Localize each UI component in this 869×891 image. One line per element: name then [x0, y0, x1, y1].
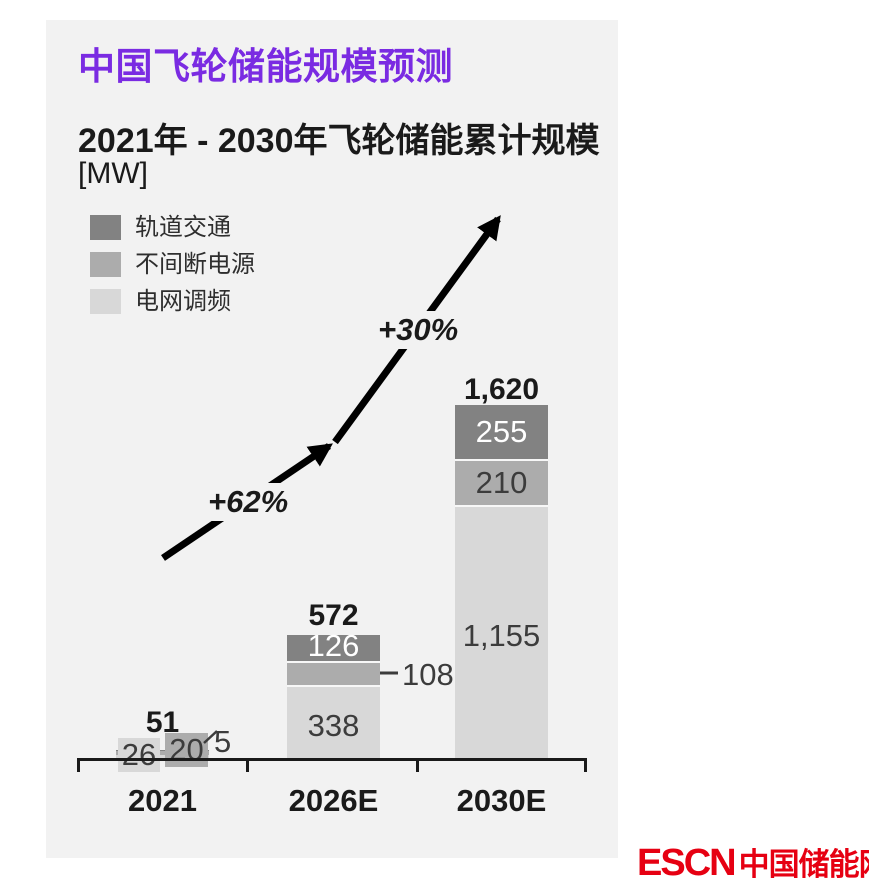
value-2030-ups: 210 — [475, 465, 528, 500]
total-2026: 572 — [308, 599, 359, 632]
bar-2026 — [287, 635, 380, 761]
segment-2030-grid — [455, 507, 548, 761]
axis-label-2030: 2030E — [456, 783, 547, 818]
value-2026-ups: 108 — [402, 657, 454, 692]
legend-swatch-rail — [90, 215, 121, 240]
escn-logo-en: ESCN — [637, 842, 737, 884]
escn-logo: ESCN 中国储能网 — [637, 839, 869, 885]
value-2026-rail: 126 — [307, 628, 360, 663]
segment-gap — [287, 661, 380, 663]
x-axis-tick — [416, 758, 419, 772]
growth-label-2021-2026: +62% — [201, 483, 296, 521]
legend-label-ups: 不间断电源 — [135, 251, 255, 278]
total-2030: 1,620 — [463, 373, 540, 406]
legend-label-rail: 轨道交通 — [135, 214, 231, 241]
segment-2026-grid — [287, 687, 380, 761]
value-2030-grid: 1,155 — [462, 618, 541, 653]
legend-swatch-ups — [90, 252, 121, 277]
segment-2026-ups — [287, 663, 380, 685]
bar-2030 — [455, 405, 548, 761]
x-axis-tick — [584, 758, 587, 772]
legend-item-grid: 电网调频 — [90, 289, 255, 314]
x-axis-line — [77, 758, 587, 761]
chart-brand-title: 中国飞轮储能规模预测 — [78, 46, 453, 87]
chart-title: 2021年 - 2030年飞轮储能累计规模 — [78, 122, 600, 160]
axis-label-2021: 2021 — [128, 783, 197, 818]
legend-swatch-grid — [90, 289, 121, 314]
legend-label-grid: 电网调频 — [135, 288, 231, 315]
value-chip-2021-ups: 20 — [165, 733, 208, 767]
segment-2021-ups — [116, 751, 209, 755]
growth-label-2026-2030: +30% — [371, 311, 466, 349]
chart-panel: 中国飞轮储能规模预测 2021年 - 2030年飞轮储能累计规模 [MW] 轨道… — [46, 20, 618, 858]
axis-label-2026: 2026E — [288, 783, 379, 818]
chart-unit-label: [MW] — [78, 157, 148, 190]
legend-item-ups: 不间断电源 — [90, 252, 255, 277]
escn-logo-cn: 中国储能网 — [738, 847, 869, 882]
segment-2026-rail — [287, 635, 380, 661]
legend: 轨道交通 不间断电源 电网调频 — [90, 215, 255, 326]
x-axis-tick — [246, 758, 249, 772]
segment-gap — [455, 459, 548, 461]
value-2030-rail: 255 — [475, 414, 528, 449]
legend-item-rail: 轨道交通 — [90, 215, 255, 240]
segment-gap — [287, 685, 380, 687]
segment-gap — [455, 505, 548, 507]
segment-2030-ups — [455, 461, 548, 505]
segment-2021-rail — [116, 750, 209, 751]
value-2021-rail: 5 — [214, 724, 232, 759]
x-axis-tick — [77, 758, 80, 772]
value-chip-2021-grid: 26 — [118, 738, 160, 772]
value-2026-grid: 338 — [307, 708, 360, 743]
